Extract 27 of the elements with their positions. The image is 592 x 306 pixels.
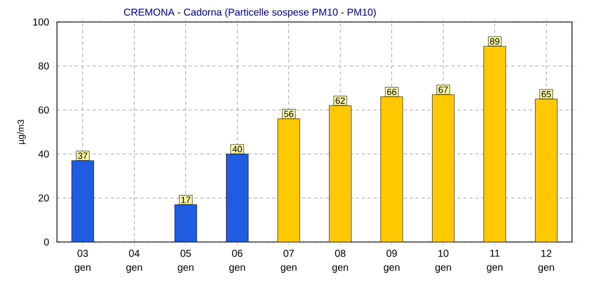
- y-tick-label: 20: [38, 194, 49, 202]
- data-label: 89: [490, 38, 500, 45]
- y-axis-title: µg/m3: [17, 120, 26, 144]
- y-tick-label: 80: [38, 62, 49, 70]
- y-tick-label: 60: [38, 106, 49, 114]
- y-tick-label: 40: [38, 150, 49, 158]
- data-label: 40: [232, 146, 242, 152]
- data-label: 17: [181, 196, 190, 203]
- x-tick-label: 06 gen: [229, 250, 245, 273]
- x-tick-label: 12 gen: [538, 250, 554, 273]
- y-tick-label: 100: [33, 18, 49, 26]
- data-label: 62: [336, 98, 345, 104]
- x-tick-label: 03 gen: [74, 250, 90, 273]
- x-tick-label: 10 gen: [435, 250, 451, 273]
- y-tick-label: 0: [44, 238, 49, 246]
- x-tick-label: 05 gen: [178, 250, 194, 273]
- data-label: 37: [78, 152, 88, 159]
- chart-title: CREMONA - Cadorna (Particelle sospese PM10 - PM10): [124, 8, 376, 18]
- x-tick-label: 09 gen: [384, 250, 400, 273]
- x-tick-label: 08 gen: [332, 250, 348, 273]
- data-label: 56: [284, 110, 294, 118]
- x-tick-label: 04 gen: [126, 250, 142, 273]
- data-label: 67: [438, 86, 448, 93]
- x-tick-label: 11 gen: [486, 250, 502, 273]
- data-label: 66: [387, 88, 396, 96]
- data-label: 65: [542, 90, 551, 98]
- x-tick-label: 07 gen: [280, 250, 296, 273]
